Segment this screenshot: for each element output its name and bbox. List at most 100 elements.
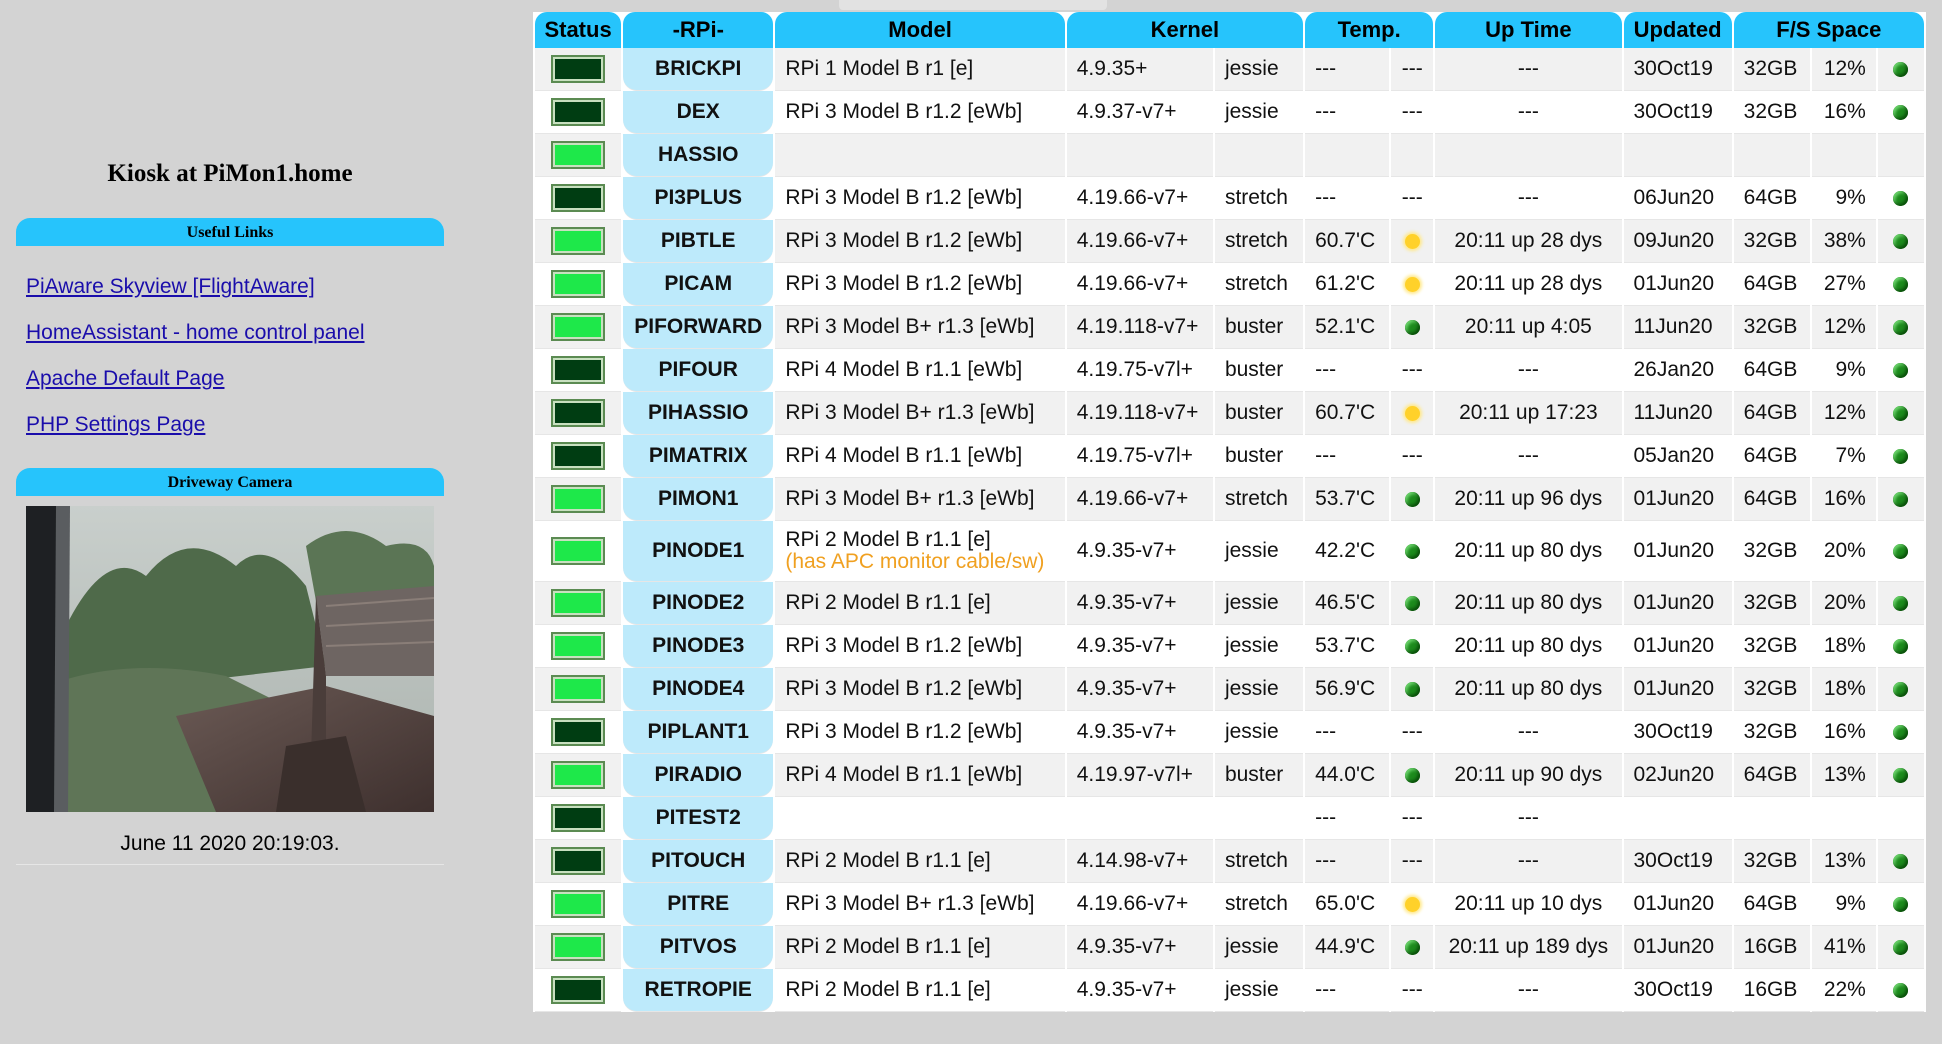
rpi-name: PINODE3 xyxy=(652,634,745,657)
fs-percent-cell: 16% xyxy=(1811,478,1876,521)
uptime-value: --- xyxy=(1517,849,1539,872)
temp-value: --- xyxy=(1315,100,1337,123)
os-cell xyxy=(1214,797,1304,840)
rpi-name: PIMATRIX xyxy=(648,444,748,467)
status-led-icon xyxy=(551,847,606,875)
fs-green-dot-icon xyxy=(1893,448,1909,464)
updated-date: 30Oct19 xyxy=(1633,978,1713,1001)
model-text: RPi 3 Model B r1.2 [eWb] xyxy=(785,272,1023,295)
rpi-name-cell[interactable]: BRICKPI xyxy=(623,48,774,91)
updated-date: 01Jun20 xyxy=(1633,272,1715,295)
link-php-settings[interactable]: PHP Settings Page xyxy=(26,413,206,436)
link-apache-default[interactable]: Apache Default Page xyxy=(26,367,225,390)
rpi-name-cell[interactable]: DEX xyxy=(623,91,774,134)
temp-value: 46.5'C xyxy=(1315,591,1376,614)
header-kernel: Kernel xyxy=(1066,12,1304,48)
rpi-name-cell[interactable]: PIBTLE xyxy=(623,220,774,263)
fs-indicator-cell xyxy=(1877,840,1924,883)
rpi-name-cell[interactable]: PITVOS xyxy=(623,926,774,969)
updated-date: 09Jun20 xyxy=(1633,229,1715,252)
model-cell: RPi 2 Model B r1.1 [e] xyxy=(775,926,1065,969)
fs-size: 32GB xyxy=(1743,634,1798,657)
rpi-name-cell[interactable]: PINODE4 xyxy=(623,668,774,711)
kernel-version: 4.9.35-v7+ xyxy=(1076,978,1177,1001)
rpi-name-cell[interactable]: PITOUCH xyxy=(623,840,774,883)
fs-percent-cell: 20% xyxy=(1811,582,1876,625)
rpi-name: PIFOUR xyxy=(658,358,738,381)
fs-green-dot-icon xyxy=(1893,543,1909,559)
rpi-name-cell[interactable]: PIPLANT1 xyxy=(623,711,774,754)
rpi-name-cell[interactable]: PIFORWARD xyxy=(623,306,774,349)
rpi-name-cell[interactable]: PIMATRIX xyxy=(623,435,774,478)
temp-indicator-text: --- xyxy=(1401,806,1423,829)
status-cell xyxy=(535,478,622,521)
uptime-cell: 20:11 up 80 dys xyxy=(1435,521,1622,582)
rpi-name: PIBTLE xyxy=(660,229,736,252)
temp-green-dot-icon xyxy=(1404,767,1420,783)
rpi-name-cell[interactable]: PIRADIO xyxy=(623,754,774,797)
fs-size-cell xyxy=(1733,797,1810,840)
temp-indicator-cell: --- xyxy=(1391,969,1434,1012)
status-led-icon xyxy=(551,933,606,961)
os-release: stretch xyxy=(1224,186,1288,209)
status-led-icon xyxy=(551,804,606,832)
rpi-name-cell[interactable]: PICAM xyxy=(623,263,774,306)
temp-indicator-cell xyxy=(1391,220,1434,263)
temp-cell: --- xyxy=(1305,840,1390,883)
fs-percent-cell: 38% xyxy=(1811,220,1876,263)
table-row: PINODE2 RPi 2 Model B r1.1 [e] 4.9.35-v7+ j… xyxy=(535,582,1924,625)
table-row: PIPLANT1 RPi 3 Model B r1.2 [eWb] 4.9.35-v… xyxy=(535,711,1924,754)
status-cell xyxy=(535,435,622,478)
rpi-name-cell[interactable]: RETROPIE xyxy=(623,969,774,1012)
rpi-name-cell[interactable]: PINODE2 xyxy=(623,582,774,625)
rpi-name-cell[interactable]: PIFOUR xyxy=(623,349,774,392)
status-cell xyxy=(535,797,622,840)
uptime-value: 20:11 up 10 dys xyxy=(1454,892,1603,915)
fs-size-cell: 32GB xyxy=(1733,48,1810,91)
os-release: buster xyxy=(1224,358,1284,381)
rpi-name-cell[interactable]: PINODE1 xyxy=(623,521,774,582)
fs-size: 64GB xyxy=(1743,892,1798,915)
kernel-cell: 4.9.37-v7+ xyxy=(1066,91,1213,134)
temp-indicator-cell xyxy=(1391,582,1434,625)
fs-percent: 9% xyxy=(1835,358,1866,381)
link-homeassistant[interactable]: HomeAssistant - home control panel xyxy=(26,321,365,344)
rpi-name-cell[interactable]: PITEST2 xyxy=(623,797,774,840)
rpi-name-cell[interactable]: PITRE xyxy=(623,883,774,926)
fs-size: 64GB xyxy=(1743,401,1798,424)
table-row: PIMATRIX RPi 4 Model B r1.1 [eWb] 4.19.75-… xyxy=(535,435,1924,478)
rpi-name-cell[interactable]: PIMON1 xyxy=(623,478,774,521)
model-cell: RPi 2 Model B r1.1 [e] xyxy=(775,969,1065,1012)
fs-percent: 12% xyxy=(1823,57,1866,80)
status-cell xyxy=(535,668,622,711)
rpi-name-cell[interactable]: HASSIO xyxy=(623,134,774,177)
link-piaware-skyview[interactable]: PiAware Skyview [FlightAware] xyxy=(26,275,315,298)
table-row: PIRADIO RPi 4 Model B r1.1 [eWb] 4.19.97-v… xyxy=(535,754,1924,797)
kernel-version: 4.19.97-v7l+ xyxy=(1076,763,1193,786)
table-row: PITVOS RPi 2 Model B r1.1 [e] 4.9.35-v7+ je… xyxy=(535,926,1924,969)
kernel-version: 4.19.66-v7+ xyxy=(1076,229,1189,252)
os-cell: jessie xyxy=(1214,48,1304,91)
fs-indicator-cell xyxy=(1877,521,1924,582)
updated-cell: 11Jun20 xyxy=(1623,392,1732,435)
temp-indicator-cell: --- xyxy=(1391,48,1434,91)
model-cell: RPi 3 Model B r1.2 [eWb] xyxy=(775,625,1065,668)
uptime-value: --- xyxy=(1517,100,1539,123)
temp-cell: 44.9'C xyxy=(1305,926,1390,969)
fs-green-dot-icon xyxy=(1893,104,1909,120)
model-cell: RPi 4 Model B r1.1 [eWb] xyxy=(775,349,1065,392)
updated-cell: 01Jun20 xyxy=(1623,478,1732,521)
temp-cell: 61.2'C xyxy=(1305,263,1390,306)
model-text: RPi 3 Model B r1.2 [eWb] xyxy=(785,634,1023,657)
fs-percent: 12% xyxy=(1823,401,1866,424)
table-row: PIFORWARD RPi 3 Model B+ r1.3 [eWb] 4.19.1… xyxy=(535,306,1924,349)
kernel-version: 4.9.35-v7+ xyxy=(1076,677,1177,700)
fs-percent: 9% xyxy=(1835,892,1866,915)
rpi-name-cell[interactable]: PIHASSIO xyxy=(623,392,774,435)
status-led-icon xyxy=(551,632,606,660)
temp-value: --- xyxy=(1315,978,1337,1001)
os-release: jessie xyxy=(1224,634,1279,657)
rpi-name-cell[interactable]: PI3PLUS xyxy=(623,177,774,220)
rpi-name-cell[interactable]: PINODE3 xyxy=(623,625,774,668)
updated-date: 01Jun20 xyxy=(1633,634,1715,657)
